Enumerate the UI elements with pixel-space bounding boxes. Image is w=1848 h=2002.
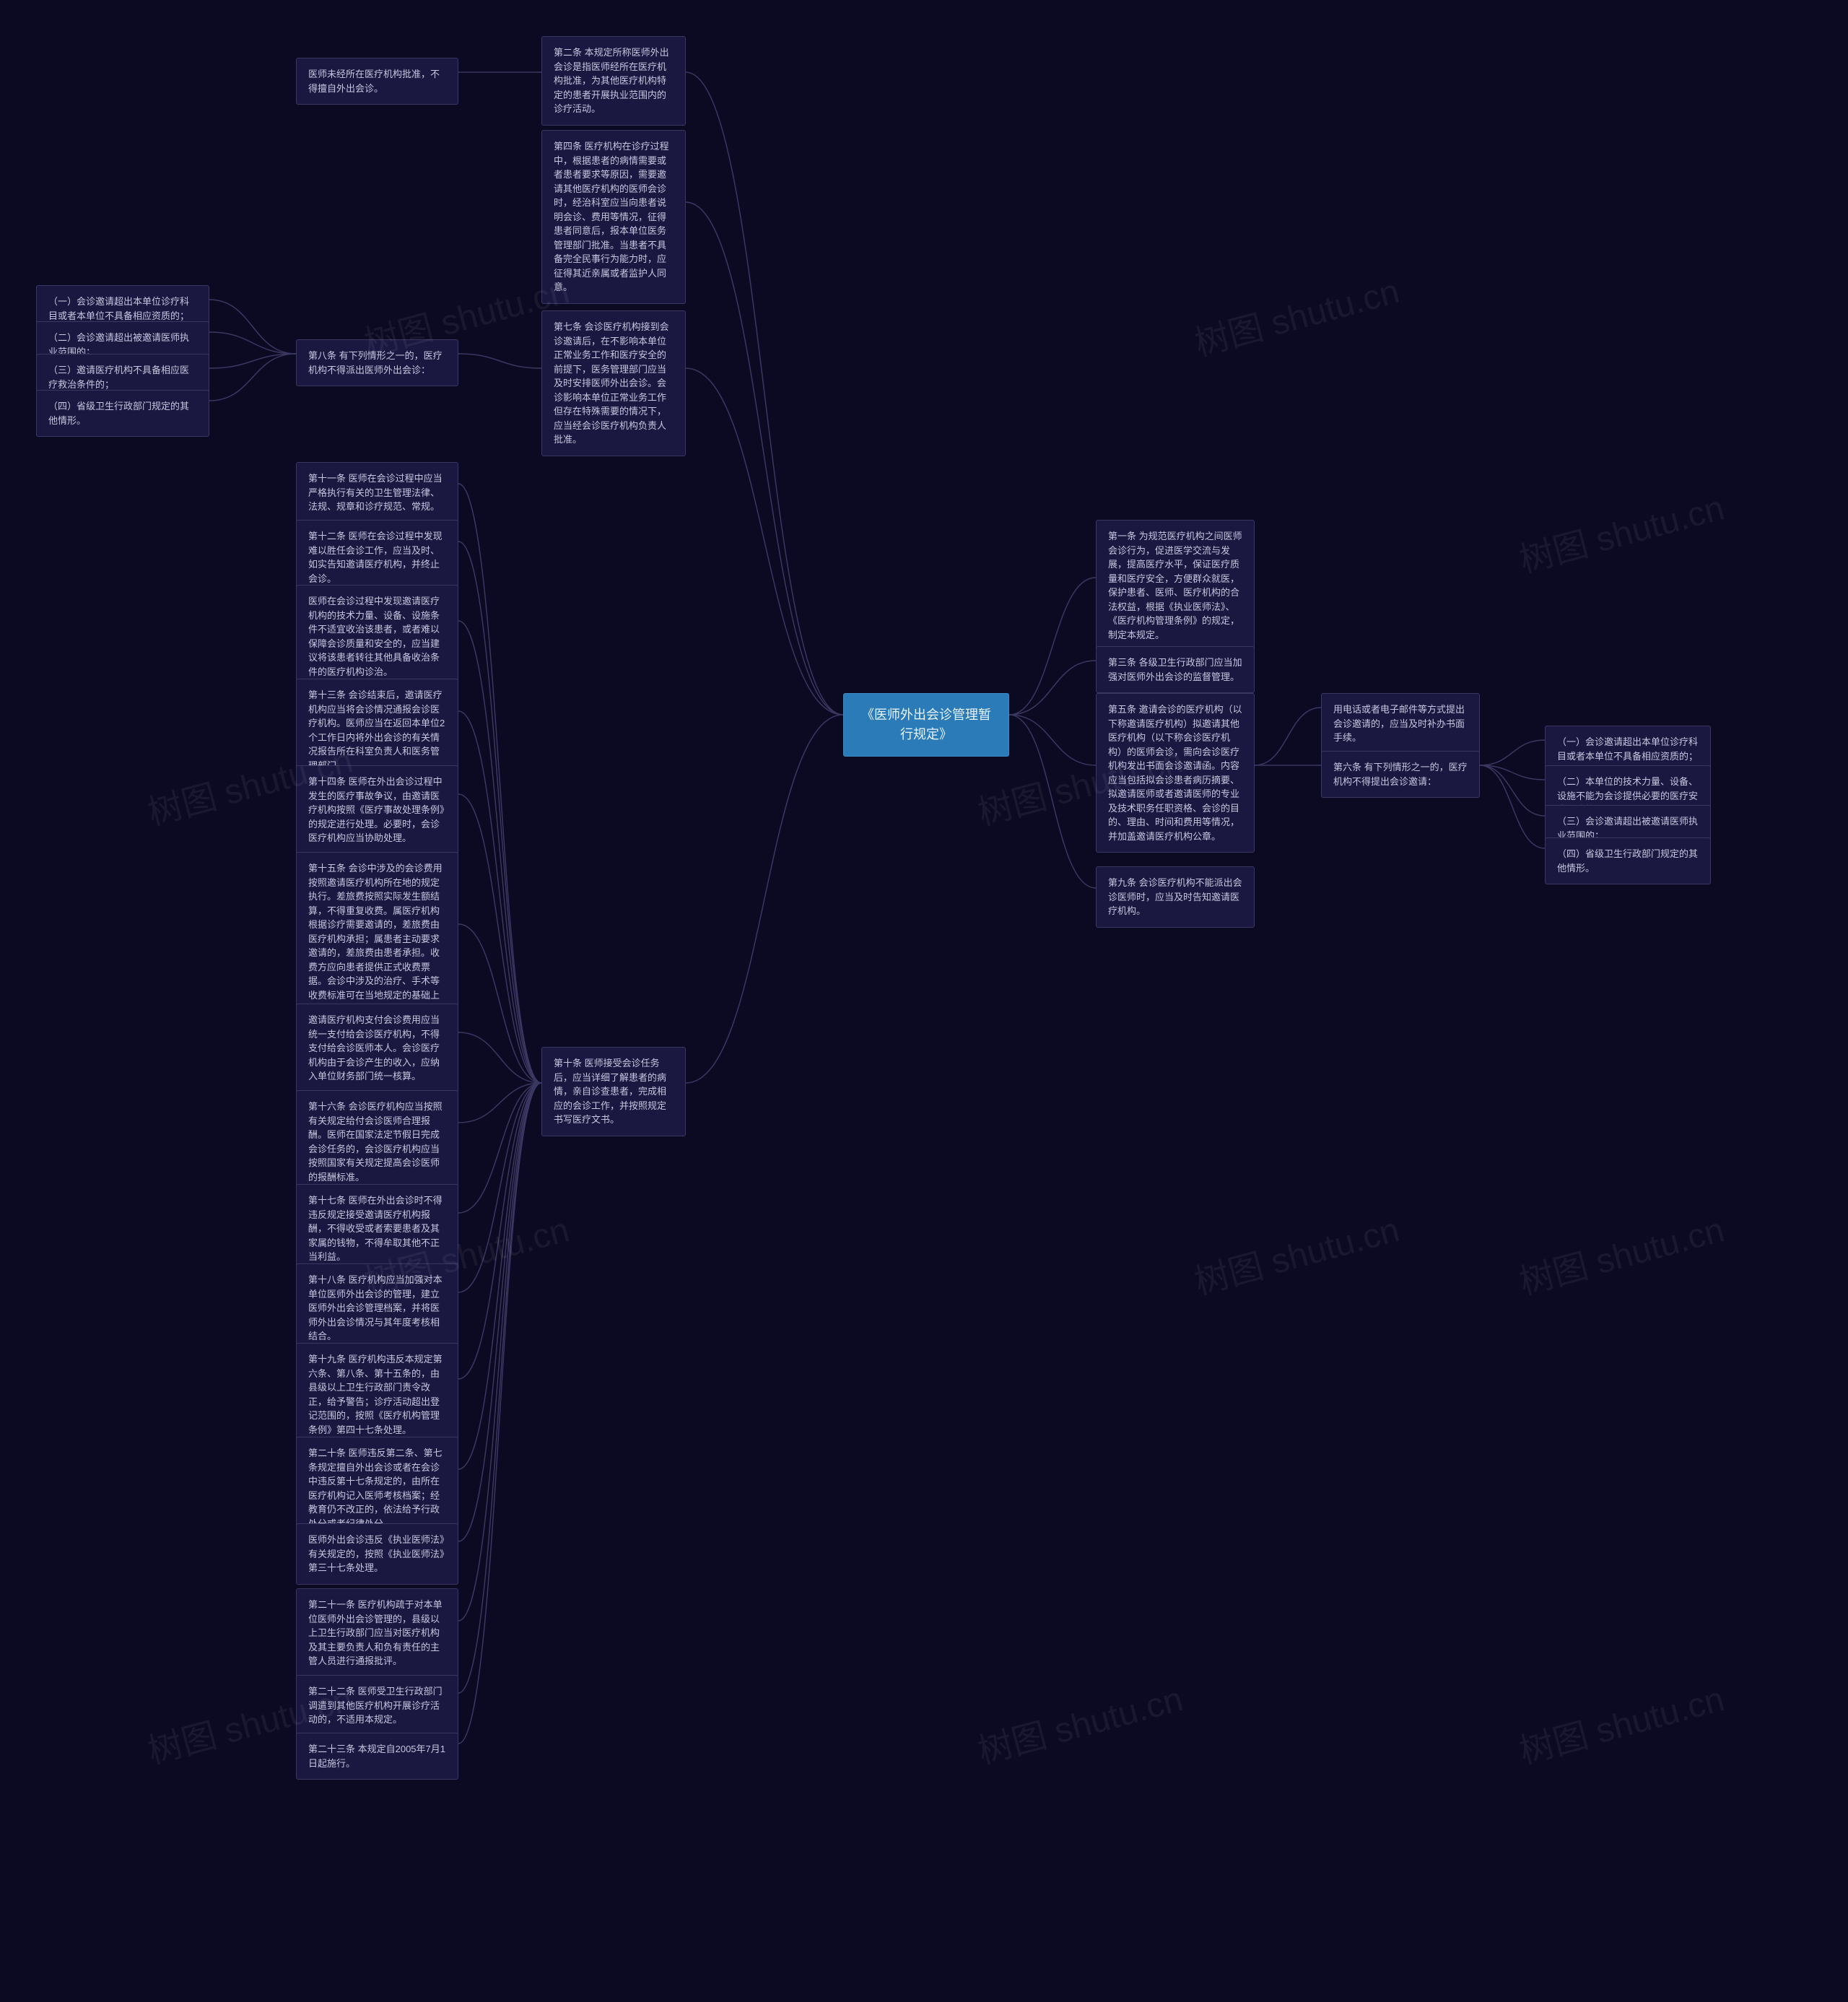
node-l8[interactable]: 第八条 有下列情形之一的，医疗机构不得派出医师外出会诊： bbox=[296, 339, 458, 386]
node-l16[interactable]: 第十六条 会诊医疗机构应当按照有关规定给付会诊医师合理报酬。医师在国家法定节假日… bbox=[296, 1090, 458, 1193]
connector bbox=[1480, 765, 1545, 848]
watermark: 树图 shutu.cn bbox=[1188, 263, 1404, 366]
node-r5a[interactable]: 用电话或者电子邮件等方式提出会诊邀请的，应当及时补办书面手续。 bbox=[1321, 693, 1480, 754]
node-l15a[interactable]: 邀请医疗机构支付会诊费用应当统一支付给会诊医疗机构，不得支付给会诊医师本人。会诊… bbox=[296, 1004, 458, 1093]
node-l2a[interactable]: 医师未经所在医疗机构批准，不得擅自外出会诊。 bbox=[296, 58, 458, 105]
watermark: 树图 shutu.cn bbox=[972, 1671, 1187, 1774]
node-l10[interactable]: 第十条 医师接受会诊任务后，应当详细了解患者的病情，亲自诊查患者，完成相应的会诊… bbox=[541, 1047, 686, 1136]
connector bbox=[458, 794, 541, 1083]
connector bbox=[458, 1083, 541, 1469]
watermark: 树图 shutu.cn bbox=[1513, 1671, 1729, 1774]
connector bbox=[458, 711, 541, 1083]
node-l7[interactable]: 第七条 会诊医疗机构接到会诊邀请后，在不影响本单位正常业务工作和医疗安全的前提下… bbox=[541, 310, 686, 456]
connector bbox=[686, 202, 843, 715]
connector bbox=[458, 1083, 541, 1379]
connector bbox=[1480, 765, 1545, 780]
node-r3[interactable]: 第三条 各级卫生行政部门应当加强对医师外出会诊的监督管理。 bbox=[1096, 646, 1255, 693]
connector bbox=[209, 300, 296, 354]
watermark: 树图 shutu.cn bbox=[1513, 479, 1729, 583]
connector bbox=[686, 368, 843, 715]
node-l21[interactable]: 第二十一条 医疗机构疏于对本单位医师外出会诊管理的，县级以上卫生行政部门应当对医… bbox=[296, 1588, 458, 1678]
connector bbox=[209, 332, 296, 354]
node-l19[interactable]: 第十九条 医疗机构违反本规定第六条、第八条、第十五条的，由县级以上卫生行政部门责… bbox=[296, 1343, 458, 1446]
connector bbox=[458, 1032, 541, 1083]
connector bbox=[458, 1083, 541, 1123]
connector bbox=[458, 1083, 541, 1621]
node-l23[interactable]: 第二十三条 本规定自2005年7月1日起施行。 bbox=[296, 1733, 458, 1780]
node-r1[interactable]: 第一条 为规范医疗机构之间医师会诊行为，促进医学交流与发展，提高医疗水平，保证医… bbox=[1096, 520, 1255, 651]
node-r6d[interactable]: （四）省级卫生行政部门规定的其他情形。 bbox=[1545, 837, 1711, 884]
connector bbox=[1480, 740, 1545, 765]
connector-layer bbox=[0, 0, 1848, 2002]
node-l12a[interactable]: 医师在会诊过程中发现邀请医疗机构的技术力量、设备、设施条件不适宜收治该患者，或者… bbox=[296, 585, 458, 688]
node-l14[interactable]: 第十四条 医师在外出会诊过程中发生的医疗事故争议，由邀请医疗机构按照《医疗事故处… bbox=[296, 765, 458, 855]
node-l12[interactable]: 第十二条 医师在会诊过程中发现难以胜任会诊工作，应当及时、如实告知邀请医疗机构，… bbox=[296, 520, 458, 595]
watermark: 树图 shutu.cn bbox=[1513, 1201, 1729, 1305]
connector bbox=[458, 541, 541, 1083]
connector bbox=[458, 484, 541, 1083]
node-r6[interactable]: 第六条 有下列情形之一的，医疗机构不得提出会诊邀请： bbox=[1321, 751, 1480, 798]
connector bbox=[458, 1083, 541, 1693]
connector bbox=[686, 715, 843, 1083]
connector bbox=[1009, 715, 1096, 888]
watermark: 树图 shutu.cn bbox=[1188, 1201, 1404, 1305]
connector bbox=[209, 354, 296, 368]
node-l22[interactable]: 第二十二条 医师受卫生行政部门调遣到其他医疗机构开展诊疗活动的，不适用本规定。 bbox=[296, 1675, 458, 1736]
connector bbox=[1255, 708, 1321, 765]
connector bbox=[686, 72, 843, 715]
center-node[interactable]: 《医师外出会诊管理暂行规定》 bbox=[843, 693, 1009, 757]
node-l11[interactable]: 第十一条 医师在会诊过程中应当严格执行有关的卫生管理法律、法规、规章和诊疗规范、… bbox=[296, 462, 458, 523]
connector bbox=[1009, 578, 1096, 715]
connector bbox=[458, 1083, 541, 1541]
node-l2[interactable]: 第二条 本规定所称医师外出会诊是指医师经所在医疗机构批准，为其他医疗机构特定的患… bbox=[541, 36, 686, 126]
connector bbox=[458, 1083, 541, 1213]
connector bbox=[458, 621, 541, 1083]
connector bbox=[1009, 715, 1096, 765]
connector bbox=[458, 1083, 541, 1744]
connector bbox=[458, 924, 541, 1083]
node-r9[interactable]: 第九条 会诊医疗机构不能派出会诊医师时，应当及时告知邀请医疗机构。 bbox=[1096, 866, 1255, 928]
node-l18[interactable]: 第十八条 医疗机构应当加强对本单位医师外出会诊的管理，建立医师外出会诊管理档案，… bbox=[296, 1263, 458, 1353]
connector bbox=[1009, 661, 1096, 715]
connector bbox=[1480, 765, 1545, 816]
node-r5[interactable]: 第五条 邀请会诊的医疗机构（以下称邀请医疗机构）拟邀请其他医疗机构（以下称会诊医… bbox=[1096, 693, 1255, 853]
node-l8d[interactable]: （四）省级卫生行政部门规定的其他情形。 bbox=[36, 390, 209, 437]
node-l20a[interactable]: 医师外出会诊违反《执业医师法》有关规定的，按照《执业医师法》第三十七条处理。 bbox=[296, 1523, 458, 1585]
connector bbox=[209, 354, 296, 401]
connector bbox=[458, 354, 541, 368]
node-l4[interactable]: 第四条 医疗机构在诊疗过程中，根据患者的病情需要或者患者要求等原因，需要邀请其他… bbox=[541, 130, 686, 304]
node-l17[interactable]: 第十七条 医师在外出会诊时不得违反规定接受邀请医疗机构报酬，不得收受或者索要患者… bbox=[296, 1184, 458, 1274]
connector bbox=[458, 1083, 541, 1292]
